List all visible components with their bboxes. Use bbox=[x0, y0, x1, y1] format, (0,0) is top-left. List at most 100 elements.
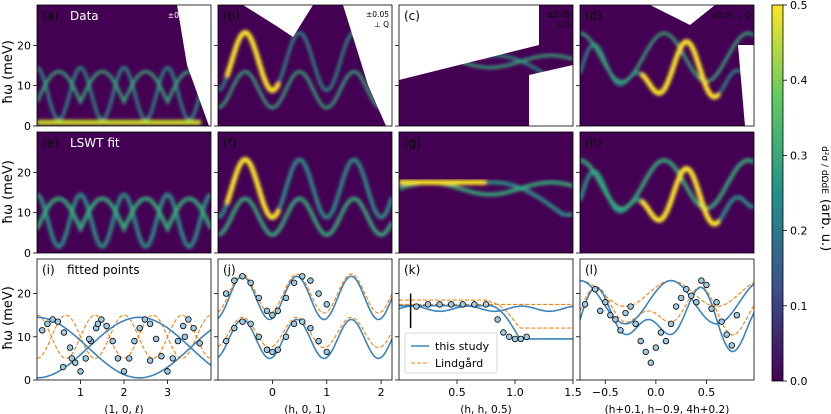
panel-label: (b) bbox=[223, 9, 240, 23]
fitted-point bbox=[120, 368, 128, 375]
no-data-region bbox=[343, 5, 392, 126]
fitted-point bbox=[255, 294, 262, 302]
fitted-point bbox=[667, 320, 675, 328]
fitted-point bbox=[126, 355, 133, 362]
intensity-band bbox=[580, 31, 754, 84]
fitted-point bbox=[448, 301, 455, 308]
fitted-point bbox=[196, 340, 203, 347]
elastic-line bbox=[37, 119, 201, 125]
x-tick-label: 0.0 bbox=[647, 386, 665, 399]
fitted-point bbox=[255, 333, 262, 340]
y-axis-label-fit: ħω (meV) bbox=[1, 160, 16, 224]
x-tick-label: 1.0 bbox=[506, 386, 524, 399]
fitted-point bbox=[274, 307, 282, 315]
x-tick-label: 1 bbox=[323, 386, 330, 399]
fitted-point bbox=[506, 333, 513, 340]
fitted-point bbox=[323, 348, 330, 356]
fitted-point bbox=[98, 316, 105, 323]
fitted-point bbox=[39, 327, 46, 334]
fitted-point bbox=[222, 337, 230, 345]
legend: this study Lindgård bbox=[404, 332, 498, 374]
fitted-point bbox=[269, 311, 276, 319]
fitted-point bbox=[68, 355, 75, 362]
fitted-point bbox=[637, 337, 644, 345]
fitted-point bbox=[413, 303, 420, 310]
fitted-point bbox=[44, 320, 51, 328]
x-tick-label: 0 bbox=[269, 386, 276, 399]
panel-label: (e) bbox=[42, 136, 59, 150]
heatmap-panel-a: (a) Data ±0.05 ⊥ Q 0 10 20 bbox=[17, 4, 212, 133]
dispersion-panel-j: (j) 0 1 2 (h, 0, 1) bbox=[214, 258, 393, 414]
fitted-point bbox=[290, 320, 298, 328]
cut-annotation-line2: ⊥ Q bbox=[555, 20, 570, 29]
fitted-point bbox=[459, 301, 466, 308]
fitted-point bbox=[517, 335, 524, 343]
fitted-point bbox=[471, 301, 478, 308]
x-axis-label: (h+0.1, h−0.9, 4h+0.2) bbox=[605, 404, 730, 414]
dispersion-panel-i: (i) fitted points 0 10 20 1 2 3 (1, 0, ℓ) bbox=[17, 258, 212, 414]
intensity-band bbox=[580, 158, 754, 211]
fitted-point bbox=[617, 327, 624, 334]
heatmap-panel-f: (f) bbox=[214, 131, 393, 254]
lindgard-curve bbox=[218, 316, 392, 349]
fitted-point bbox=[622, 309, 629, 317]
fitted-point bbox=[146, 357, 154, 364]
panel-label: (j) bbox=[223, 263, 236, 277]
fitted-point bbox=[136, 324, 143, 332]
fitted-point bbox=[511, 335, 519, 343]
fitted-point bbox=[500, 329, 507, 336]
heatmap-panel-e: (e) LSWT fit 0 10 20 bbox=[17, 131, 212, 260]
y-tick-label: 10 bbox=[17, 207, 31, 220]
heatmap-panel-c: (c) ±0.05⊥ Q bbox=[395, 4, 574, 127]
panel-frame bbox=[398, 258, 574, 381]
panel-label: (h) bbox=[585, 136, 602, 150]
x-tick-label: 1.5 bbox=[564, 386, 582, 399]
legend-label-this-study: this study bbox=[435, 340, 490, 353]
y-tick-label: 10 bbox=[17, 80, 31, 93]
heatmap-background bbox=[580, 5, 754, 126]
cut-annotation-line1: ±0.05 bbox=[547, 10, 570, 19]
intensity-peak bbox=[224, 156, 282, 221]
fitted-point bbox=[523, 333, 530, 340]
this-study-curve bbox=[218, 275, 392, 321]
y-axis-label-data: ħω (meV) bbox=[1, 40, 16, 104]
panel-frame bbox=[36, 4, 212, 127]
panel-label: (i) bbox=[42, 263, 55, 277]
intensity-band bbox=[37, 65, 211, 122]
fitted-point bbox=[307, 324, 314, 332]
fitted-point bbox=[169, 355, 176, 362]
panel-label: (f) bbox=[223, 136, 237, 150]
fitted-point bbox=[718, 318, 725, 325]
x-tick-label: −0.5 bbox=[592, 386, 619, 399]
fitted-point bbox=[733, 311, 741, 319]
fitted-point bbox=[77, 368, 84, 375]
fitted-point bbox=[299, 273, 306, 280]
fitted-point bbox=[158, 353, 165, 360]
fitted-point bbox=[693, 299, 700, 306]
panel-label: (c) bbox=[404, 9, 420, 23]
panel-frame bbox=[217, 131, 393, 254]
x-tick-label: 3 bbox=[164, 386, 171, 399]
colorbar-tick-label: 0.1 bbox=[790, 300, 808, 313]
fitted-point bbox=[181, 333, 189, 340]
panel-title: LSWT fit bbox=[70, 136, 120, 150]
panel-title: fitted points bbox=[67, 263, 140, 277]
fitted-point bbox=[54, 318, 62, 325]
y-tick-label: 20 bbox=[17, 288, 31, 301]
heatmap-panel-b: (b) ±0.05⊥ Q bbox=[214, 4, 393, 127]
fitted-point bbox=[581, 301, 589, 308]
fitted-point bbox=[652, 344, 660, 351]
fitted-point bbox=[307, 277, 314, 284]
fitted-point bbox=[703, 281, 710, 289]
cut-annotation-line2: ⊥ Q bbox=[374, 20, 389, 29]
panel-frame bbox=[579, 131, 755, 254]
panel-frame bbox=[579, 4, 755, 127]
colorbar-tick-label: 0.5 bbox=[790, 0, 808, 12]
fitted-point bbox=[607, 311, 614, 319]
fitted-point bbox=[602, 299, 609, 306]
lindgard-curve bbox=[580, 286, 754, 336]
fitted-point bbox=[231, 324, 238, 332]
fitted-point bbox=[179, 322, 187, 330]
no-data-region bbox=[529, 65, 573, 126]
